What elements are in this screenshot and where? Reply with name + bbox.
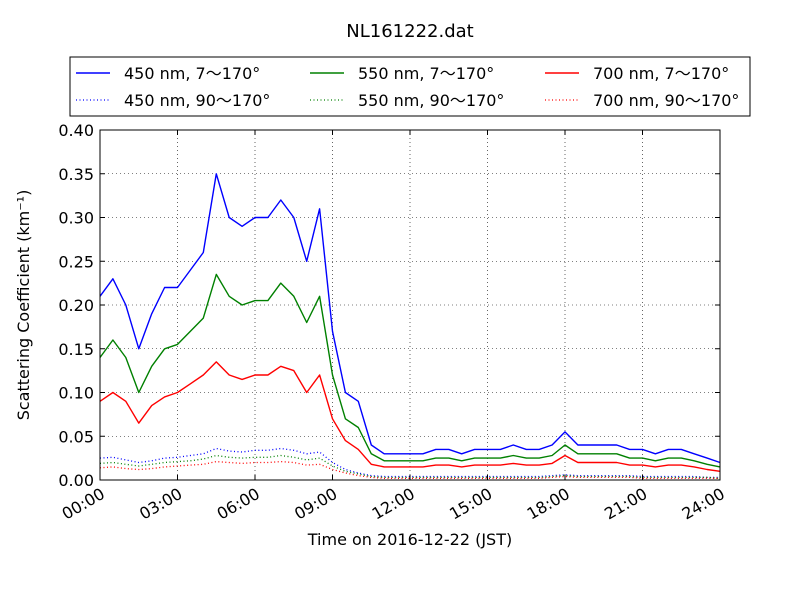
y-tick-label: 0.30 [58,209,94,228]
y-tick-label: 0.10 [58,384,94,403]
legend-label-4: 700 nm, 7～170° [593,64,729,83]
y-tick-label: 0.20 [58,296,94,315]
grid [100,130,720,480]
legend-label-3: 550 nm, 90～170° [358,91,504,110]
series-line-0 [99,173,721,464]
x-tick-label: 12:00 [369,484,418,524]
legend-label-1: 450 nm, 90～170° [124,91,270,110]
chart-title: NL161222.dat [346,21,473,42]
series-line-2 [99,273,721,468]
x-tick-label: 09:00 [291,484,340,524]
y-axis-label: Scattering Coefficient (km⁻¹) [14,190,33,421]
legend: 450 nm, 7～170° 450 nm, 90～170° 550 nm, 7～1… [69,56,751,117]
y-tick-label: 0.25 [58,252,94,271]
series-line-4 [99,361,721,472]
x-tick-label: 06:00 [214,484,263,524]
x-tick-label: 21:00 [601,484,650,524]
x-tick-label: 15:00 [446,484,495,524]
x-axis-label: Time on 2016-12-22 (JST) [307,530,512,549]
legend-box [69,56,751,117]
x-tick-label: 03:00 [136,484,185,524]
legend-label-0: 450 nm, 7～170° [124,64,260,83]
legend-label-5: 700 nm, 90～170° [593,91,739,110]
y-tick-label: 0.05 [58,427,94,446]
y-tick-label: 0.35 [58,165,94,184]
y-tick-label: 0.00 [58,471,94,490]
x-tick-label: 18:00 [524,484,573,524]
y-tick-label: 0.40 [58,121,94,140]
legend-label-2: 550 nm, 7～170° [358,64,494,83]
y-tick-label: 0.15 [58,340,94,359]
x-tick-label: 24:00 [679,484,728,524]
